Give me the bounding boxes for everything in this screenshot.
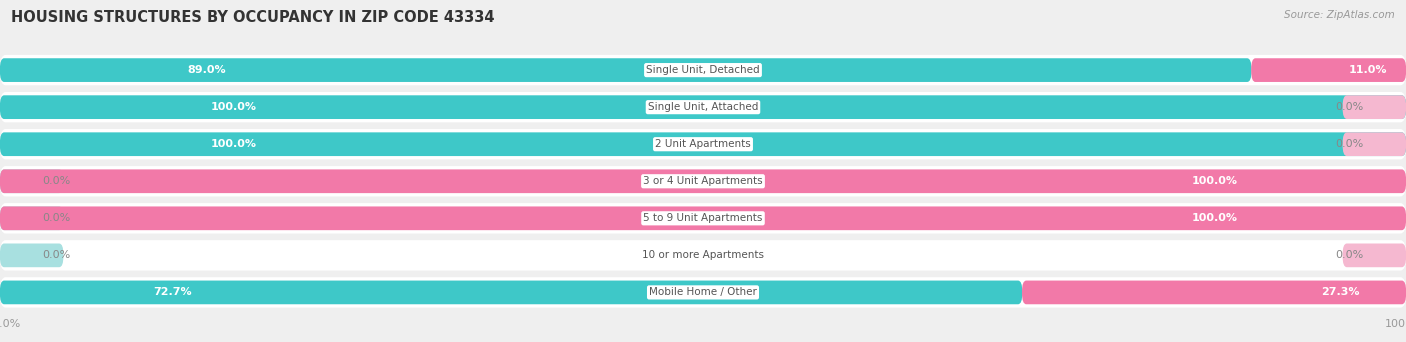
FancyBboxPatch shape <box>1251 58 1406 82</box>
FancyBboxPatch shape <box>0 95 1406 119</box>
FancyBboxPatch shape <box>0 277 1406 307</box>
FancyBboxPatch shape <box>1343 95 1406 119</box>
Text: 10 or more Apartments: 10 or more Apartments <box>643 250 763 260</box>
Text: HOUSING STRUCTURES BY OCCUPANCY IN ZIP CODE 43334: HOUSING STRUCTURES BY OCCUPANCY IN ZIP C… <box>11 10 495 25</box>
Text: 100.0%: 100.0% <box>211 102 257 112</box>
FancyBboxPatch shape <box>0 132 1406 156</box>
FancyBboxPatch shape <box>0 169 1406 193</box>
FancyBboxPatch shape <box>1022 280 1406 304</box>
FancyBboxPatch shape <box>0 129 1406 159</box>
Text: 72.7%: 72.7% <box>153 287 193 298</box>
Text: 0.0%: 0.0% <box>42 250 70 260</box>
Text: 0.0%: 0.0% <box>42 213 70 223</box>
Text: 27.3%: 27.3% <box>1322 287 1360 298</box>
Text: 11.0%: 11.0% <box>1348 65 1388 75</box>
FancyBboxPatch shape <box>0 92 1406 122</box>
FancyBboxPatch shape <box>1343 132 1406 156</box>
FancyBboxPatch shape <box>0 58 1251 82</box>
Text: Mobile Home / Other: Mobile Home / Other <box>650 287 756 298</box>
FancyBboxPatch shape <box>0 203 1406 234</box>
Text: 100.0%: 100.0% <box>1191 176 1237 186</box>
Text: 0.0%: 0.0% <box>1336 250 1364 260</box>
Text: 0.0%: 0.0% <box>1336 139 1364 149</box>
Text: 100.0%: 100.0% <box>211 139 257 149</box>
Text: Single Unit, Detached: Single Unit, Detached <box>647 65 759 75</box>
FancyBboxPatch shape <box>0 166 1406 196</box>
FancyBboxPatch shape <box>0 207 1406 230</box>
Text: 2 Unit Apartments: 2 Unit Apartments <box>655 139 751 149</box>
FancyBboxPatch shape <box>0 244 63 267</box>
FancyBboxPatch shape <box>1343 244 1406 267</box>
Text: 89.0%: 89.0% <box>188 65 226 75</box>
Text: 5 to 9 Unit Apartments: 5 to 9 Unit Apartments <box>644 213 762 223</box>
Text: Single Unit, Attached: Single Unit, Attached <box>648 102 758 112</box>
FancyBboxPatch shape <box>0 55 1406 85</box>
Text: 0.0%: 0.0% <box>42 176 70 186</box>
Text: 3 or 4 Unit Apartments: 3 or 4 Unit Apartments <box>643 176 763 186</box>
FancyBboxPatch shape <box>0 169 63 193</box>
FancyBboxPatch shape <box>0 207 63 230</box>
Text: 100.0%: 100.0% <box>1191 213 1237 223</box>
FancyBboxPatch shape <box>0 280 1022 304</box>
FancyBboxPatch shape <box>0 240 1406 271</box>
Text: Source: ZipAtlas.com: Source: ZipAtlas.com <box>1284 10 1395 20</box>
Text: 0.0%: 0.0% <box>1336 102 1364 112</box>
